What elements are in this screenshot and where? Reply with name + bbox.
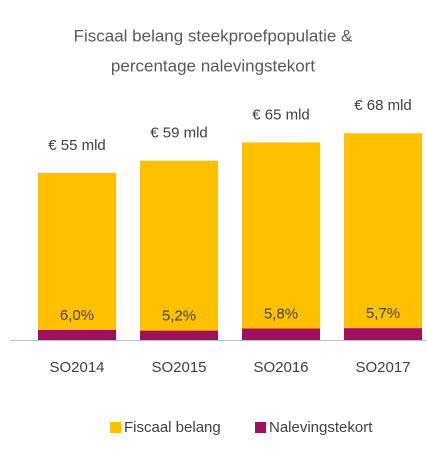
x-tick-label: SO2015 (151, 359, 206, 376)
legend-label: Nalevingstekort (269, 419, 373, 436)
x-tick-label: SO2017 (355, 359, 410, 376)
chart-title: Fiscaal belang steekproefpopulatie & (74, 26, 353, 45)
bar (242, 142, 320, 340)
share-label: 5,8% (264, 306, 298, 323)
share-bar (344, 328, 422, 340)
x-tick-label: SO2014 (49, 359, 104, 376)
bar (38, 172, 116, 340)
legend-label: Fiscaal belang (124, 419, 221, 436)
share-label: 5,2% (162, 308, 196, 325)
share-bar (140, 330, 218, 340)
bar (344, 133, 422, 340)
share-label: 6,0% (60, 307, 94, 324)
value-label: € 59 mld (150, 125, 208, 142)
legend-swatch (255, 422, 266, 433)
value-label: € 65 mld (252, 106, 310, 123)
chart-title: percentage nalevingstekort (111, 56, 315, 75)
share-bar (38, 329, 116, 340)
share-bar (242, 328, 320, 340)
value-label: € 55 mld (48, 137, 106, 154)
share-label: 5,7% (366, 305, 400, 322)
legend-swatch (110, 422, 121, 433)
bar (140, 160, 218, 340)
value-label: € 68 mld (354, 97, 412, 114)
x-tick-label: SO2016 (253, 359, 308, 376)
